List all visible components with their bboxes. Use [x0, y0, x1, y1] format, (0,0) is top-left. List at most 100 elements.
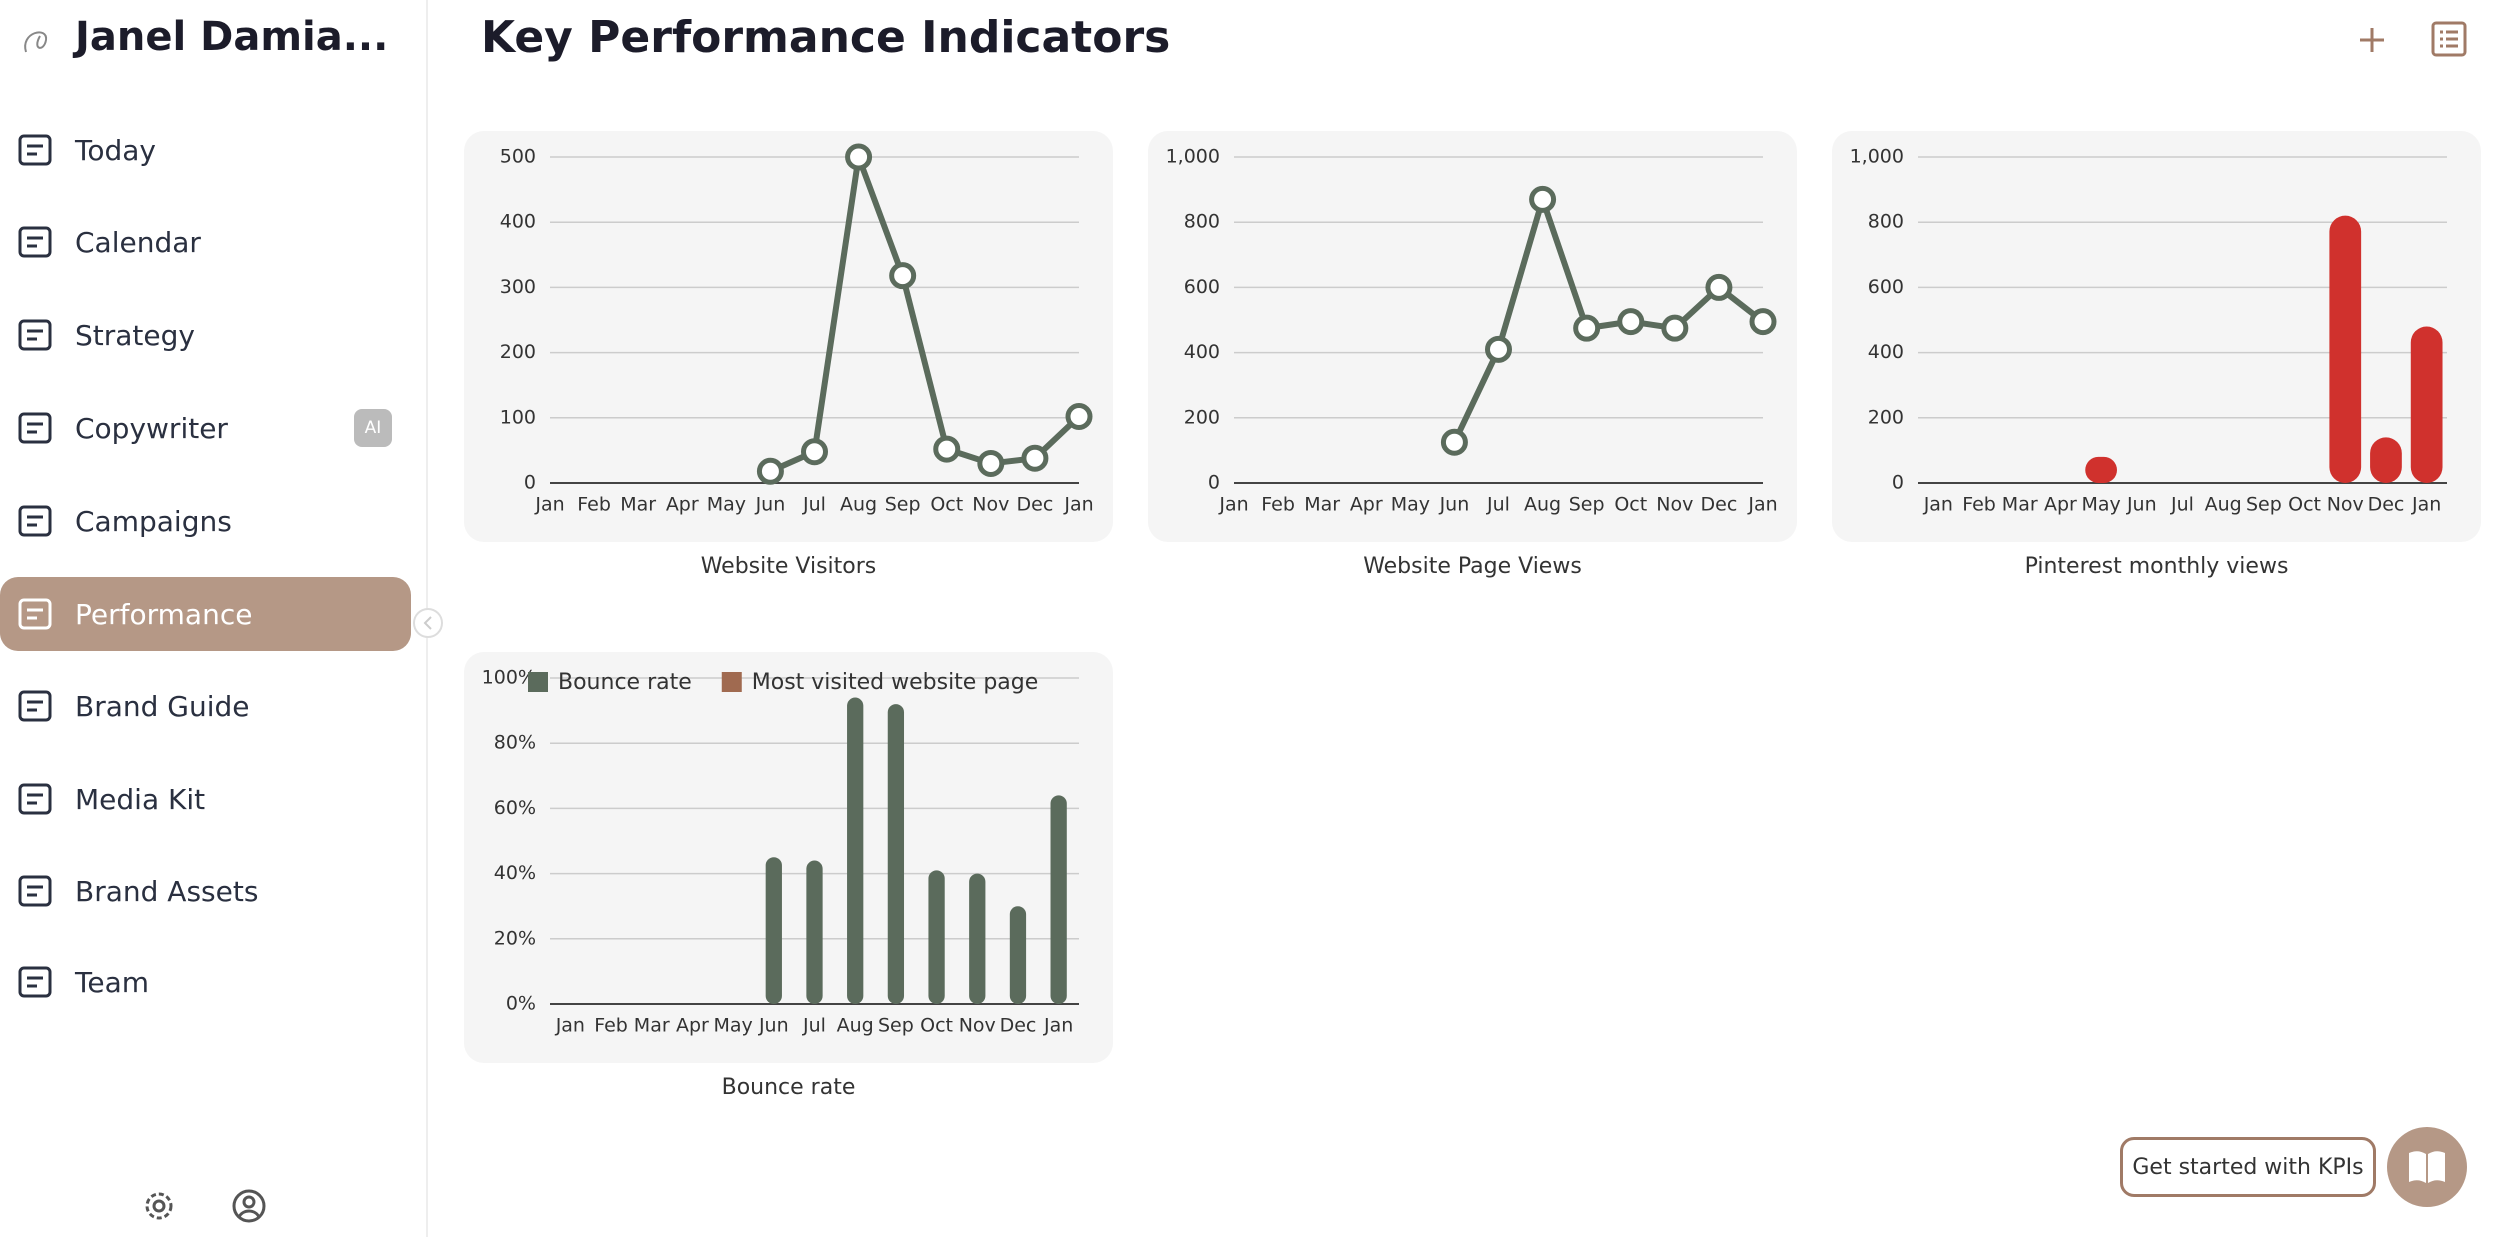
- nav-item[interactable]: Calendar: [0, 205, 411, 279]
- add-button[interactable]: [2356, 24, 2388, 56]
- nav-item[interactable]: Today: [0, 113, 411, 187]
- icon-shape: [18, 226, 52, 258]
- bar: [2085, 456, 2117, 483]
- point: [1661, 314, 1689, 342]
- point: [933, 435, 961, 463]
- legend-swatch: [528, 672, 548, 692]
- icon-shape: [18, 134, 52, 166]
- x-tick-label: Jul: [802, 494, 826, 516]
- icon-shape: [27, 608, 43, 620]
- nav-icon: [18, 134, 52, 166]
- y-tick-label: 0: [1892, 472, 1904, 494]
- profile-icon[interactable]: [231, 1188, 267, 1224]
- y-tick-label: 80%: [494, 732, 536, 754]
- nav-label: Copywriter: [75, 411, 228, 445]
- nav-item[interactable]: Performance: [0, 577, 411, 651]
- x-tick-label: Apr: [2044, 494, 2077, 516]
- nav-badge: AI: [354, 409, 392, 447]
- x-tick-label: Jan: [1063, 494, 1093, 516]
- point: [1021, 444, 1049, 472]
- bar: [1009, 906, 1027, 1004]
- collapse-handle[interactable]: [412, 607, 444, 639]
- line: [769, 154, 1082, 475]
- x-tick-label: Aug: [1524, 494, 1561, 516]
- x-tick-label: Dec: [1701, 494, 1738, 516]
- help-button[interactable]: Get started with KPIs: [2120, 1137, 2376, 1197]
- guide-button[interactable]: [2387, 1127, 2467, 1207]
- bar: [765, 857, 782, 1004]
- nav-label: Strategy: [75, 318, 195, 352]
- list-button[interactable]: [2430, 20, 2468, 58]
- nav-label: Brand Assets: [75, 874, 259, 908]
- icon-shape: [18, 319, 52, 351]
- bar: [969, 873, 986, 1004]
- chart-card: 0 200 400 600 800 1,000 Jan Feb Mar Apr May Jun Jul A…: [1148, 131, 1797, 542]
- x-tick-label: Sep: [2246, 494, 2282, 516]
- x-tick-label: Feb: [1962, 494, 1996, 516]
- x-tick-label: Jan: [1043, 1015, 1073, 1037]
- chart-title: Bounce rate: [721, 1075, 856, 1100]
- x-tick-label: Oct: [920, 1015, 953, 1037]
- x-tick-label: Mar: [620, 494, 656, 516]
- chart: 0 100 200 300 400 500 Jan Feb Mar Apr May Jun Jul Aug…: [500, 143, 1094, 516]
- y-tick-label: 0: [1208, 472, 1220, 494]
- x-tick-label: Apr: [1350, 494, 1383, 516]
- nav-label: Team: [75, 965, 150, 999]
- icon-shape: [18, 783, 52, 815]
- x-tick-label: Sep: [1569, 494, 1605, 516]
- y-tick-label: 60%: [494, 797, 536, 819]
- point: [1065, 402, 1093, 430]
- logo: [24, 31, 47, 53]
- bar: [887, 704, 905, 1004]
- x-tick-label: Oct: [2288, 494, 2321, 516]
- x-tick-label: Dec: [1000, 1015, 1037, 1037]
- x-tick-label: Aug: [2205, 494, 2242, 516]
- point: [977, 449, 1005, 477]
- icon-shape: [27, 976, 43, 988]
- legend-label: Bounce rate: [558, 670, 692, 695]
- x-tick-label: Jan: [1747, 494, 1777, 516]
- chart-title: Pinterest monthly views: [2024, 554, 2289, 579]
- x-tick-label: Jan: [1923, 494, 1953, 516]
- nav-item[interactable]: Media Kit: [0, 762, 411, 836]
- chart-card: 0% 20% 40% 60% 80% 100% Bounce rate Most visite…: [464, 652, 1113, 1063]
- nav-icon: [18, 598, 52, 630]
- chart-card: 0 100 200 300 400 500 Jan Feb Mar Apr May Jun Jul Aug…: [464, 131, 1113, 542]
- x-tick-label: Mar: [1304, 494, 1340, 516]
- legend-label: Most visited website page: [752, 670, 1039, 695]
- x-tick-label: Nov: [959, 1015, 996, 1037]
- x-tick-label: Sep: [885, 494, 921, 516]
- y-tick-label: 600: [1868, 276, 1904, 298]
- nav-item[interactable]: Brand Guide: [0, 669, 411, 743]
- bar: [1050, 795, 1067, 1004]
- nav-label: Performance: [75, 597, 253, 631]
- settings-icon[interactable]: [141, 1188, 177, 1224]
- point: [756, 457, 784, 485]
- nav-item[interactable]: Brand Assets: [0, 854, 411, 928]
- bar: [2370, 437, 2402, 483]
- icon-shape: [27, 144, 43, 156]
- x-tick-label: May: [2081, 494, 2120, 516]
- sidebar: Janel Damia... Today Calendar Strategy Copy…: [0, 0, 428, 1237]
- y-tick-label: 200: [1184, 406, 1220, 428]
- y-tick-label: 200: [1868, 406, 1904, 428]
- x-tick-label: Mar: [2002, 494, 2038, 516]
- x-tick-label: Dec: [1017, 494, 1054, 516]
- nav-label: Media Kit: [75, 782, 206, 816]
- nav-item[interactable]: Copywriter AI: [0, 391, 411, 465]
- x-tick-label: Jul: [1486, 494, 1510, 516]
- nav-item[interactable]: Campaigns: [0, 484, 411, 558]
- nav-item[interactable]: Team: [0, 945, 411, 1019]
- nav-item[interactable]: Strategy: [0, 298, 411, 372]
- y-tick-label: 100%: [482, 667, 536, 689]
- x-tick-label: May: [707, 494, 746, 516]
- chart-title: Website Page Views: [1363, 554, 1582, 579]
- icon-shape: [27, 885, 43, 897]
- icon-shape: [18, 690, 52, 722]
- y-tick-label: 20%: [494, 927, 536, 949]
- point: [1617, 308, 1645, 336]
- x-tick-label: Mar: [634, 1015, 670, 1037]
- icon-shape: [27, 515, 43, 527]
